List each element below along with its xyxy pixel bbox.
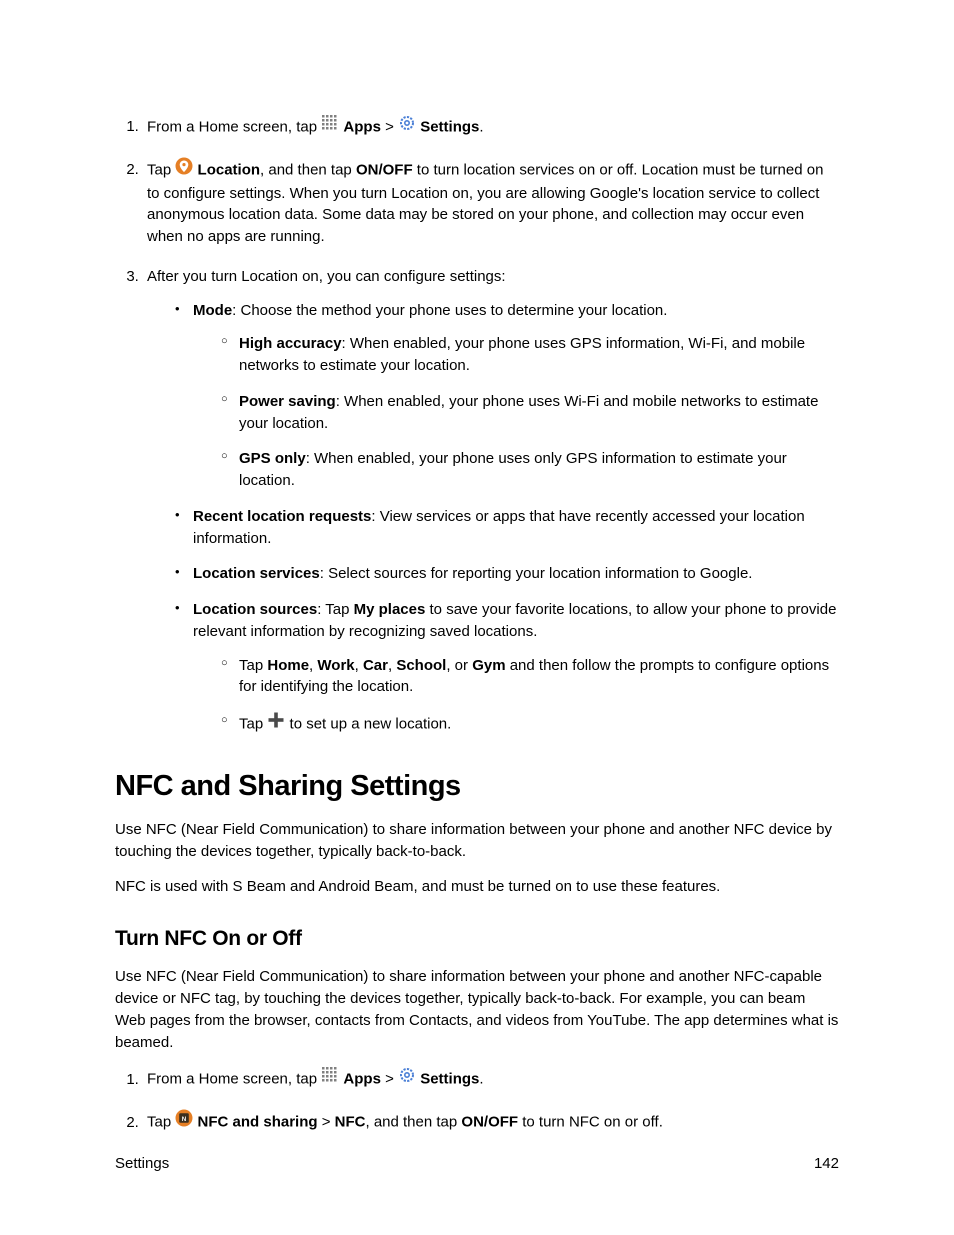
gps-only-label: GPS only [239, 450, 306, 467]
gym-label: Gym [472, 657, 505, 674]
period-1: . [479, 118, 483, 135]
gps-only-item: GPS only: When enabled, your phone uses … [221, 448, 839, 492]
nfc-step-1: From a Home screen, tap Apps > [143, 1067, 839, 1092]
or: , or [446, 657, 472, 674]
nfc-onoff-label: ON/OFF [461, 1114, 518, 1131]
apps-label-2: Apps [343, 1071, 381, 1088]
c2: , [355, 657, 363, 674]
tap-plus-a: Tap [239, 715, 267, 732]
home-label: Home [267, 657, 309, 674]
mode-item: Mode: Choose the method your phone uses … [175, 300, 839, 492]
tap-plus-item: Tap to set up a new location. [221, 712, 839, 737]
nfc-label: NFC [335, 1114, 366, 1131]
sep-gt-2: > [385, 1071, 398, 1088]
nfc-heading: NFC and Sharing Settings [115, 765, 839, 807]
step-1-text-a: From a Home screen, tap [147, 118, 321, 135]
high-accuracy-item: High accuracy: When enabled, your phone … [221, 333, 839, 377]
gps-only-text: : When enabled, your phone uses only GPS… [239, 450, 787, 489]
period-2: . [479, 1071, 483, 1088]
page-content: From a Home screen, tap Apps > [0, 0, 954, 1235]
nfc-p2: NFC is used with S Beam and Android Beam… [115, 876, 839, 898]
location-services-label: Location services [193, 565, 320, 582]
car-label: Car [363, 657, 388, 674]
settings-label: Settings [420, 118, 479, 135]
recent-requests-label: Recent location requests [193, 508, 371, 525]
nfc-step-2: Tap N NFC and sharing > NFC, and then ta… [143, 1110, 839, 1135]
apps-grid-icon [321, 114, 339, 139]
mode-text: : Choose the method your phone uses to d… [232, 302, 667, 319]
location-steps: From a Home screen, tap Apps > [115, 115, 839, 737]
nfc-sharing-label: NFC and sharing [198, 1114, 318, 1131]
step-1: From a Home screen, tap Apps > [143, 115, 839, 140]
onoff-label: ON/OFF [356, 161, 413, 178]
nfc-step-2-a: Tap [147, 1114, 175, 1131]
nfc-steps: From a Home screen, tap Apps > [115, 1067, 839, 1135]
location-label: Location [198, 161, 261, 178]
step-3: After you turn Location on, you can conf… [143, 266, 839, 737]
footer-left: Settings [115, 1153, 169, 1175]
mode-label: Mode [193, 302, 232, 319]
settings-gear-icon [398, 1066, 416, 1091]
location-services-item: Location services: Select sources for re… [175, 563, 839, 585]
svg-text:N: N [182, 1116, 187, 1123]
nfc-p3: Use NFC (Near Field Communication) to sh… [115, 966, 839, 1053]
school-label: School [396, 657, 446, 674]
location-services-text: : Select sources for reporting your loca… [320, 565, 753, 582]
tap-a: Tap [239, 657, 267, 674]
tap-plus-t: to set up a new location. [285, 715, 451, 732]
power-saving-label: Power saving [239, 393, 336, 410]
apps-grid-icon [321, 1066, 339, 1091]
nfc-step-1-a: From a Home screen, tap [147, 1071, 321, 1088]
location-icon [175, 157, 193, 182]
step-2-text-b: , and then tap [260, 161, 356, 178]
tap-places-item: Tap Home, Work, Car, School, or Gym and … [221, 655, 839, 699]
nfc-step-2-d: to turn NFC on or off. [518, 1114, 663, 1131]
location-sources-text-a: : Tap [317, 601, 353, 618]
step-2: Tap Location, and then tap ON/OFF to tur… [143, 158, 839, 248]
high-accuracy-label: High accuracy [239, 335, 342, 352]
settings-gear-icon [398, 114, 416, 139]
footer-right: 142 [814, 1153, 839, 1175]
power-saving-item: Power saving: When enabled, your phone u… [221, 391, 839, 435]
nfc-subheading: Turn NFC On or Off [115, 924, 839, 954]
work-label: Work [317, 657, 354, 674]
location-sources-label: Location sources [193, 601, 317, 618]
nfc-step-2-c: , and then tap [365, 1114, 461, 1131]
settings-label-2: Settings [420, 1071, 479, 1088]
mode-sublist: High accuracy : When enabled, your phone … [193, 333, 839, 492]
step-2-text-a: Tap [147, 161, 175, 178]
page-footer: Settings 142 [115, 1153, 839, 1175]
apps-label: Apps [343, 118, 381, 135]
nfc-step-2-b: > [318, 1114, 335, 1131]
nfc-icon: N [175, 1109, 193, 1134]
location-sources-sublist: Tap Home, Work, Car, School, or Gym and … [193, 655, 839, 737]
nfc-p1: Use NFC (Near Field Communication) to sh… [115, 819, 839, 863]
location-sources-item: Location sources: Tap My places to save … [175, 599, 839, 737]
my-places-label: My places [354, 601, 426, 618]
step-3-sublist: Mode: Choose the method your phone uses … [147, 300, 839, 737]
plus-icon [267, 711, 285, 736]
step-3-text-a: After you turn Location on, you can conf… [147, 268, 506, 285]
recent-requests-item: Recent location requests: View services … [175, 506, 839, 550]
sep-gt-1: > [385, 118, 398, 135]
